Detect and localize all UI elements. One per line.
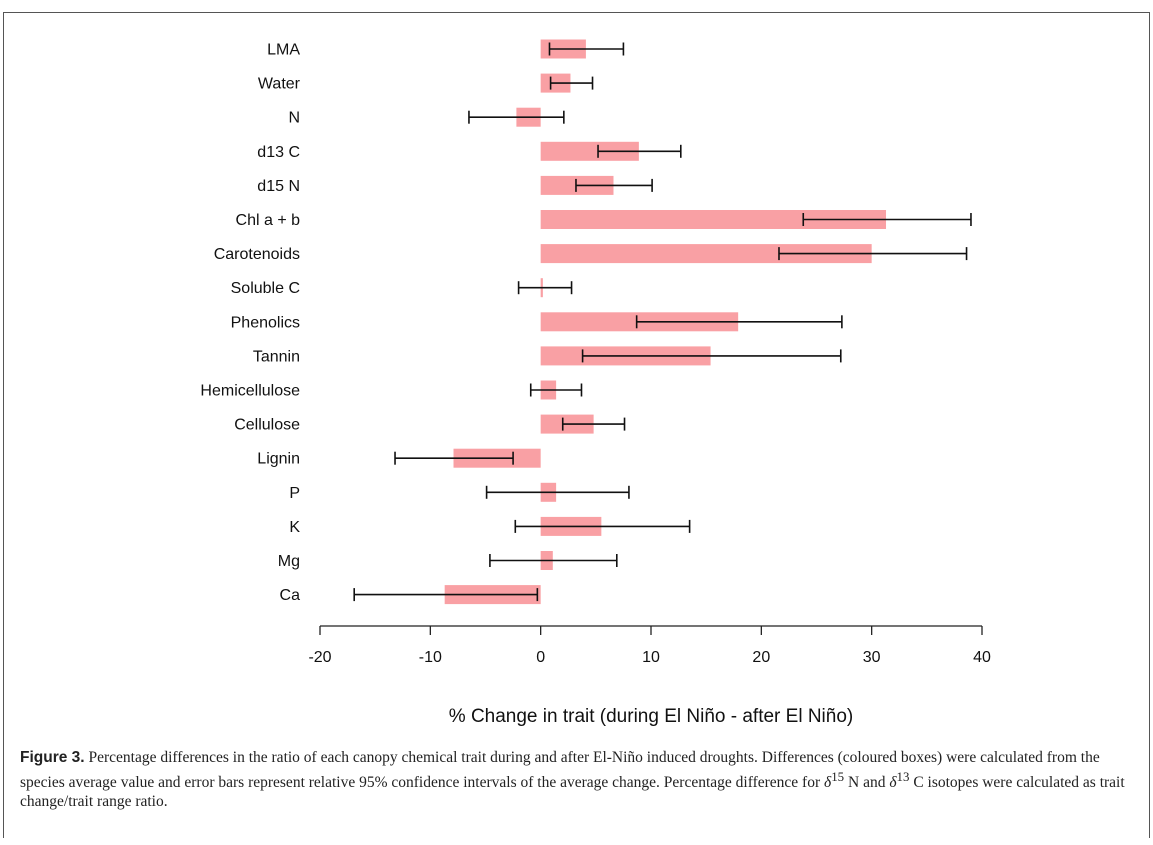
figure-caption: Figure 3. Percentage differences in the … [20,748,1140,811]
category-label-mg: Mg [278,553,300,570]
category-label-chl-a-b: Chl a + b [236,212,301,229]
x-tick-label-6: 40 [973,649,991,666]
category-label-ca: Ca [280,587,301,604]
x-tick-label-1: -10 [419,649,442,666]
category-label-d15-n: d15 N [257,178,300,195]
category-label-hemicellulose: Hemicellulose [200,383,300,400]
x-tick-label-4: 20 [752,649,770,666]
x-tick-label-2: 0 [536,649,545,666]
x-tick-label-3: 10 [642,649,660,666]
category-label-p: P [289,485,300,502]
caption-sup-15: 15 [831,769,844,784]
category-label-lignin: Lignin [257,451,300,468]
category-label-water: Water [258,76,301,93]
category-label-k: K [289,519,300,536]
category-label-tannin: Tannin [253,348,300,365]
x-axis: -20 -10 0 10 20 30 40 [308,626,991,666]
caption-label: Figure 3. [20,749,85,766]
errorbar-mg [490,554,617,567]
x-tick-label-5: 30 [863,649,881,666]
errorbar-soluble-c [519,281,572,294]
x-axis-title: % Change in trait (during El Niño - afte… [449,706,853,727]
category-label-carotenoids: Carotenoids [214,246,300,263]
category-label-d13-c: d13 C [257,144,300,161]
errorbar-p [487,486,629,499]
errorbars-layer [354,43,971,602]
caption-delta-2: δ [889,774,896,791]
category-label-soluble-c: Soluble C [231,280,300,297]
caption-sup-13: 13 [897,769,910,784]
category-label-lma: LMA [267,42,300,59]
category-label-cellulose: Cellulose [234,417,300,434]
category-label-phenolics: Phenolics [231,314,300,331]
category-label-n: N [288,110,300,127]
x-tick-label-0: -20 [308,649,331,666]
caption-text-mid: N and [844,774,889,791]
